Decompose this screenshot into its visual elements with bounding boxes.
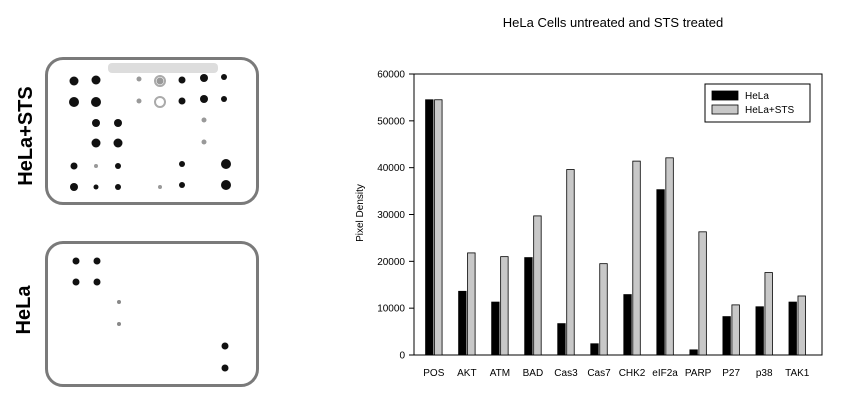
bar-hela-sts-atm [500, 256, 509, 356]
bar-hela-sts-cas7 [599, 263, 608, 356]
x-tick-label: PARP [685, 368, 712, 379]
x-tick-label: AKT [457, 368, 476, 379]
x-tick-label: p38 [756, 368, 773, 379]
bar-hela-p27 [722, 316, 731, 356]
y-tick-label: 50000 [377, 116, 405, 127]
bar-hela-sts-pos [434, 99, 443, 356]
x-tick-label: P27 [722, 368, 740, 379]
y-tick-label: 60000 [377, 70, 405, 81]
bar-hela-sts-tak1 [797, 295, 806, 356]
bar-hela-pos [425, 99, 434, 356]
x-tick-label: POS [423, 368, 444, 379]
bar-hela-cas7 [590, 343, 599, 356]
legend-label: HeLa [745, 91, 769, 102]
legend-box [704, 83, 811, 123]
y-axis-label: Pixel Density [355, 184, 366, 242]
x-tick-label: eIF2a [652, 368, 678, 379]
y-tick-label: 30000 [377, 210, 405, 221]
bar-hela-bad [524, 257, 533, 356]
blot-panel-hela [45, 241, 259, 387]
legend: HeLa HeLa+STS [704, 83, 811, 123]
bar-hela-eif2a [656, 189, 665, 356]
bar-hela-atm [491, 301, 500, 356]
y-tick-label: 20000 [377, 257, 405, 268]
x-tick-label: BAD [523, 368, 544, 379]
plot-area: 0 10000 20000 30000 40000 50000 60000 POS AKT ATM… [377, 70, 823, 379]
bar-hela-sts-p27 [731, 304, 740, 356]
bar-hela-cas3 [557, 323, 566, 356]
x-tick-label: Cas7 [587, 368, 611, 379]
y-tick-label: 10000 [377, 304, 405, 315]
bar-hela-sts-parp [698, 231, 707, 356]
x-tick-label: Cas3 [554, 368, 578, 379]
bar-hela-sts-p38 [764, 272, 773, 356]
y-tick-label: 40000 [377, 163, 405, 174]
bar-hela-chk2 [623, 294, 632, 356]
bar-hela-sts-eif2a [665, 157, 674, 356]
x-tick-label: TAK1 [785, 368, 810, 379]
bar-hela-parp [689, 349, 698, 356]
blot-dots-hela [72, 257, 229, 372]
bar-hela-sts-akt [467, 252, 476, 356]
legend-swatch [711, 104, 739, 115]
chart-title: HeLa Cells untreated and STS treated [503, 15, 723, 30]
bar-hela-tak1 [788, 301, 797, 356]
blot-dots-hela-sts [69, 63, 231, 191]
x-tick-label: ATM [490, 368, 510, 379]
bar-hela-sts-bad [533, 215, 542, 356]
bar-hela-akt [458, 290, 467, 356]
legend-swatch [711, 90, 739, 101]
legend-label: HeLa+STS [745, 105, 795, 116]
bar-hela-p38 [755, 306, 764, 356]
blot-panel-hela-sts [45, 57, 259, 205]
x-tick-label: CHK2 [619, 368, 646, 379]
bar-hela-sts-chk2 [632, 160, 641, 356]
y-tick-label: 0 [399, 351, 405, 362]
bar-hela-sts-cas3 [566, 169, 575, 356]
